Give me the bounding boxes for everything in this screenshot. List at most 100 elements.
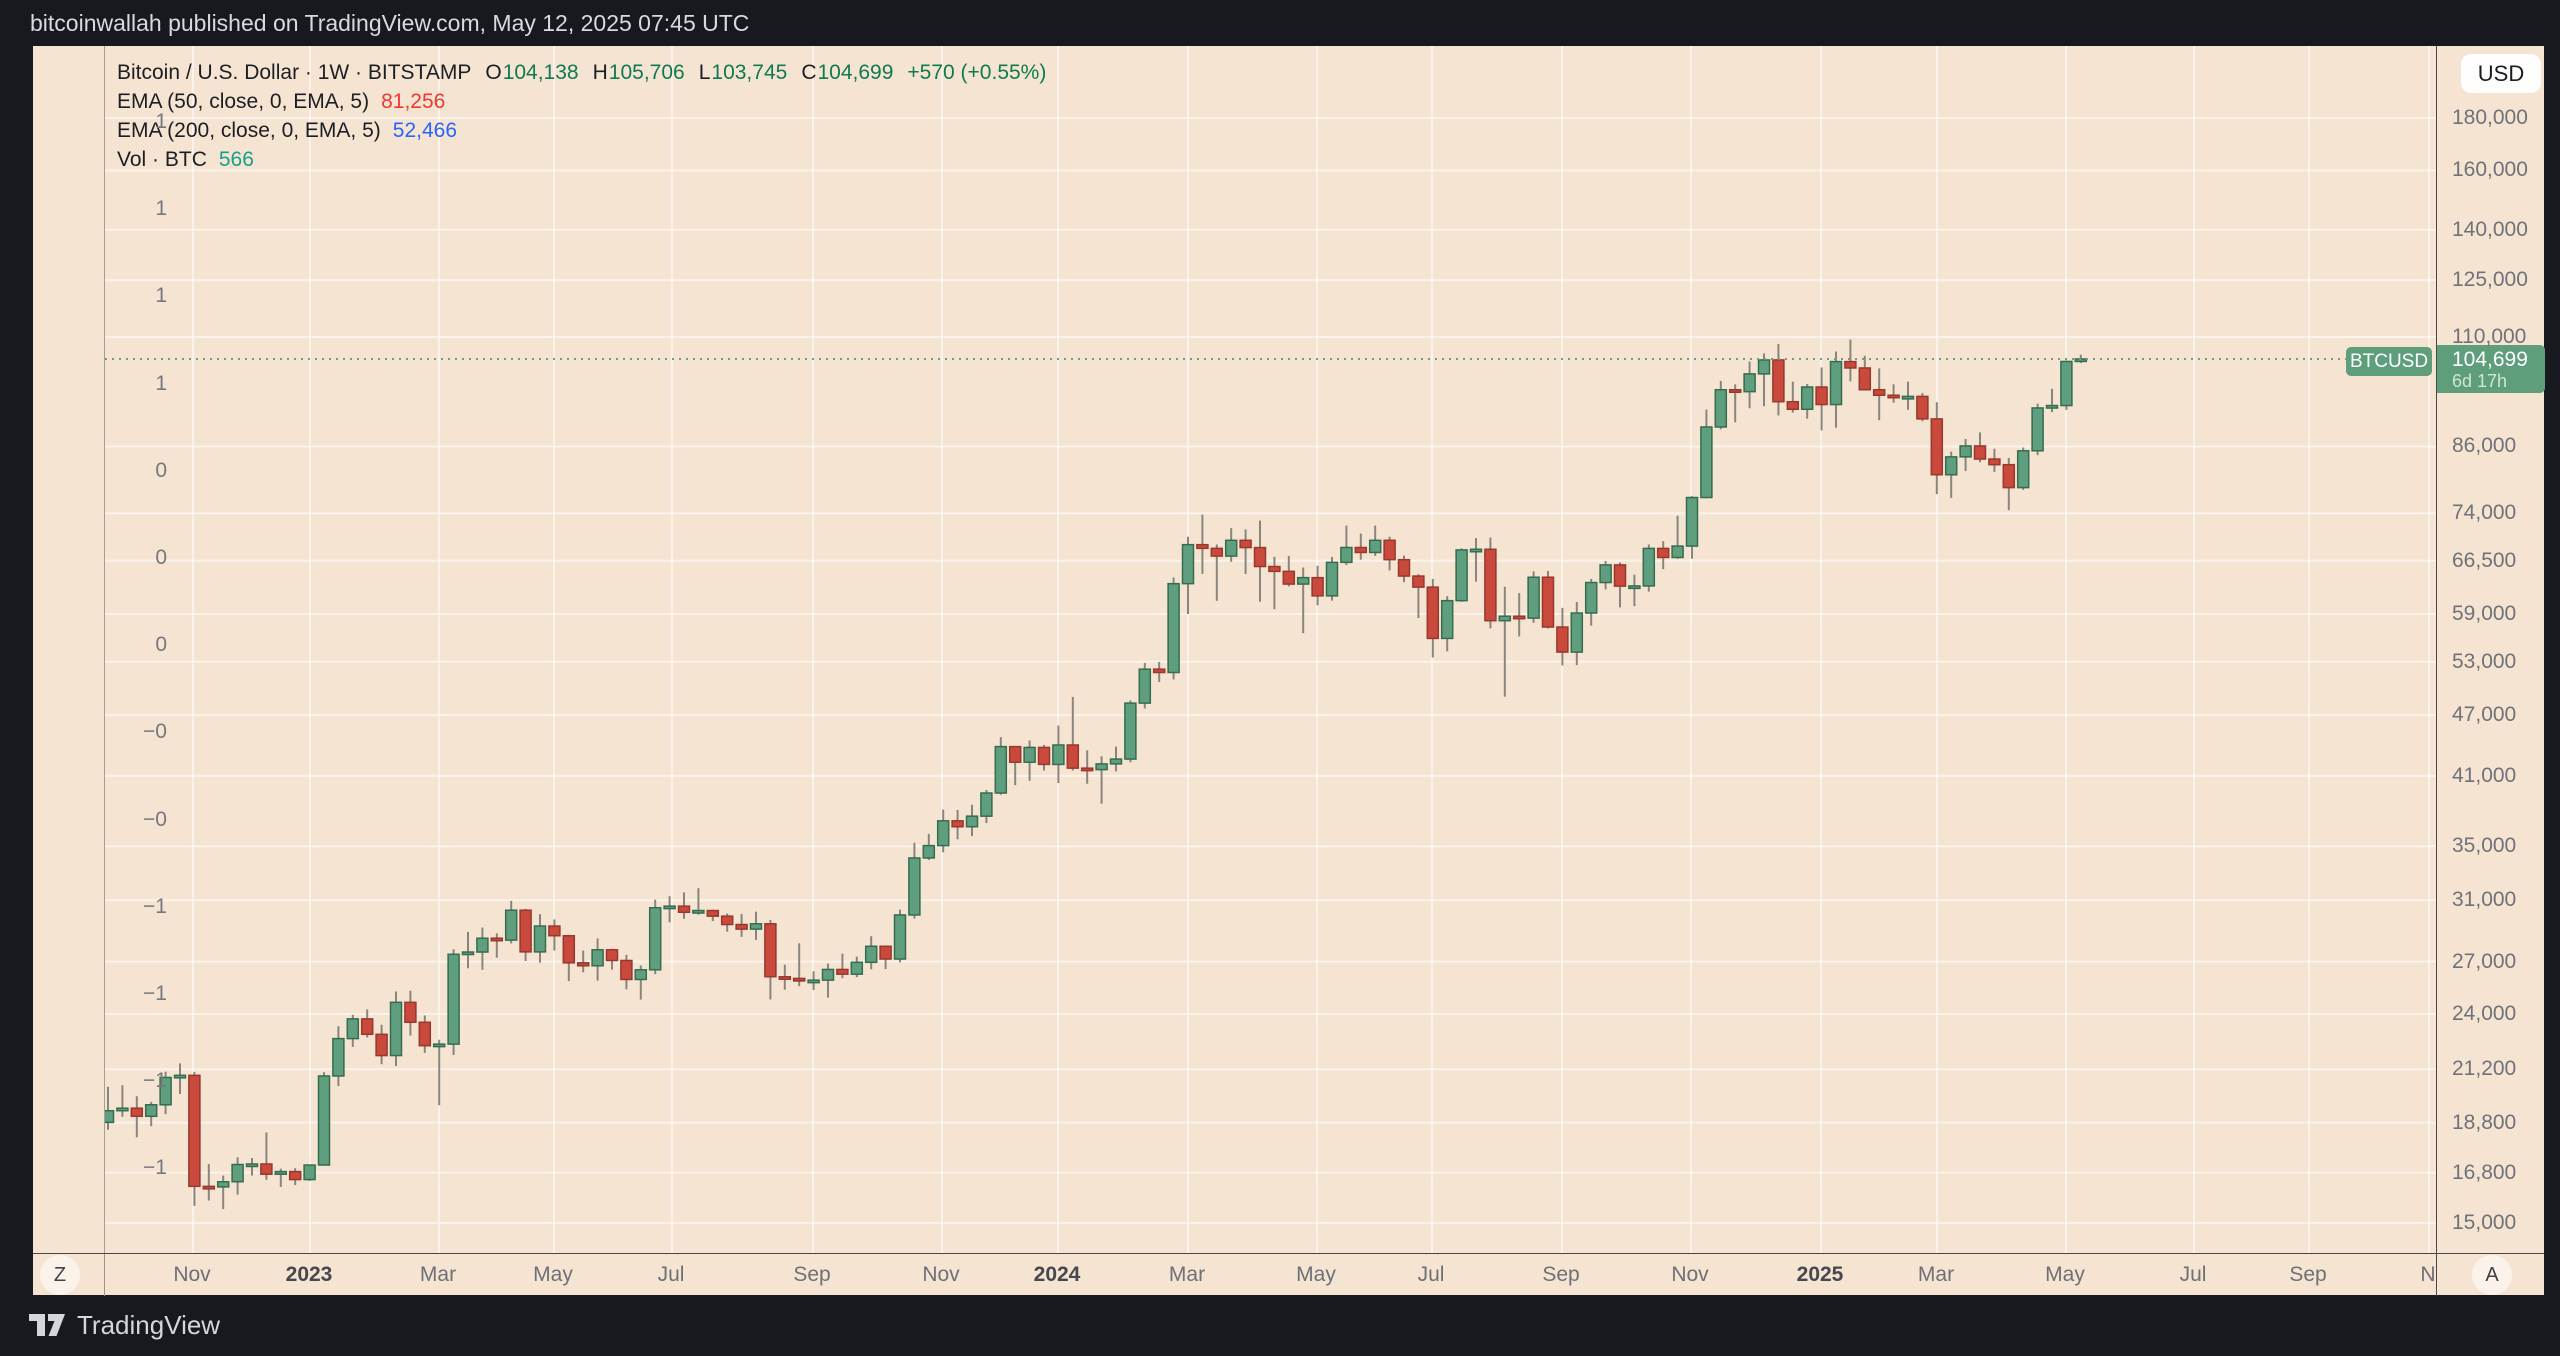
price-tick-label: 160,000: [2452, 158, 2528, 182]
time-axis[interactable]: Z A Nov 2023 Mar May Jul Sep Nov 2024 Mar May Jul S…: [33, 1253, 2544, 1296]
last-price-value: 104,699: [2452, 348, 2528, 371]
low-value: 103,745: [711, 61, 788, 84]
candlestick-chart[interactable]: [105, 46, 2437, 1253]
legend-ema200-row[interactable]: EMA (200, close, 0, EMA, 5) 52,466: [117, 116, 1046, 145]
time-tick-month-label: Sep: [1542, 1262, 1580, 1286]
tradingview-logo-icon[interactable]: [29, 1312, 65, 1340]
axis-divider-left: [104, 1254, 105, 1296]
candle-up: [346, 1018, 360, 1040]
left-scale-label: −1: [143, 982, 167, 1005]
candle-up: [1340, 546, 1353, 564]
candle-down: [879, 945, 892, 960]
candle-up: [303, 1164, 316, 1181]
candle-down: [418, 1021, 432, 1047]
candle-down: [1412, 575, 1425, 588]
candle-down: [360, 1018, 374, 1036]
price-tick-label: 140,000: [2452, 217, 2528, 241]
time-tick-year-label: 2025: [1796, 1262, 1844, 1286]
price-tick-label: 27,000: [2452, 949, 2517, 973]
left-scale-label: 0: [155, 546, 167, 569]
bar-countdown: 6d 17h: [2452, 371, 2508, 391]
chart-legend: Bitcoin / U.S. Dollar · 1W · BITSTAMP O10…: [117, 58, 1046, 174]
candle-up: [274, 1170, 288, 1175]
candle-down: [1872, 388, 1886, 396]
candle-up: [1944, 456, 1958, 476]
candle-up: [1642, 547, 1656, 587]
candle-up: [980, 792, 993, 817]
candle-up: [749, 923, 763, 930]
candle-down: [1397, 558, 1411, 577]
auto-scale-button[interactable]: A: [2472, 1255, 2512, 1295]
candle-down: [778, 975, 792, 980]
candle-down: [720, 915, 734, 926]
legend-volume-row[interactable]: Vol · BTC 566: [117, 145, 1046, 174]
price-tick-label: 21,200: [2452, 1057, 2517, 1081]
price-line-symbol-label: BTCUSD: [2346, 347, 2432, 376]
price-tick-label: 47,000: [2452, 703, 2517, 727]
candle-down: [288, 1170, 302, 1181]
candle-up: [936, 820, 950, 847]
price-tick-label: 15,000: [2452, 1211, 2517, 1235]
candle-up: [965, 815, 979, 828]
chart-panel: Bitcoin / U.S. Dollar · 1W · BITSTAMP O10…: [33, 46, 2545, 1296]
candle-up: [1138, 668, 1152, 704]
candle-down: [1282, 570, 1296, 585]
candle-up: [807, 979, 820, 984]
timezone-button[interactable]: Z: [40, 1255, 80, 1295]
price-tick-label: 110,000: [2452, 325, 2527, 348]
left-scale-label: 0: [155, 458, 167, 482]
price-plot[interactable]: Bitcoin / U.S. Dollar · 1W · BITSTAMP O10…: [104, 46, 2437, 1253]
time-tick-month-label: Nov: [1671, 1262, 1709, 1286]
candle-up: [447, 953, 460, 1045]
close-value: 104,699: [817, 61, 894, 84]
candle-up: [1052, 744, 1065, 766]
axis-divider-right: [2436, 1254, 2437, 1296]
price-axis[interactable]: USD 104,699 6d 17h 180,000 160,000 140,000…: [2436, 46, 2545, 1253]
candle-down: [1196, 543, 1209, 550]
candle-up: [1599, 564, 1612, 584]
candle-up: [1109, 758, 1123, 765]
time-tick-month-label: Mar: [419, 1262, 457, 1286]
candle-down: [375, 1033, 388, 1057]
time-tick-month-label: May: [533, 1262, 573, 1286]
candle-down: [548, 925, 561, 937]
candle-down: [1973, 445, 1987, 460]
candle-up: [1671, 545, 1684, 559]
candle-up: [2031, 407, 2044, 452]
candle-down: [1383, 539, 1396, 561]
candle-down: [1728, 388, 1742, 393]
price-tick-label: 59,000: [2452, 602, 2517, 626]
candle-down: [735, 923, 748, 930]
candle-up: [1124, 702, 1137, 760]
ema50-label: EMA (50, close, 0, EMA, 5): [117, 90, 370, 113]
candle-down: [1613, 564, 1627, 587]
legend-symbol-row[interactable]: Bitcoin / U.S. Dollar · 1W · BITSTAMP O10…: [117, 58, 1046, 87]
candle-up: [850, 961, 864, 975]
candle-down: [1253, 546, 1267, 568]
price-tick-label: 86,000: [2452, 434, 2517, 458]
tradingview-brand-text[interactable]: TradingView: [77, 1310, 221, 1340]
legend-ema50-row[interactable]: EMA (50, close, 0, EMA, 5) 81,256: [117, 87, 1046, 116]
candle-up: [1959, 445, 1972, 458]
left-scale-label: 1: [155, 197, 167, 221]
low-key: L: [698, 61, 711, 84]
price-tick-label: 125,000: [2452, 268, 2528, 292]
candle-up: [144, 1104, 158, 1118]
candle-down: [1066, 744, 1080, 769]
price-tick-label: 180,000: [2452, 106, 2528, 129]
candle-down: [490, 937, 504, 942]
candle-down: [1887, 394, 1900, 399]
time-tick-month-label: Sep: [2289, 1262, 2327, 1286]
candle-down: [1080, 767, 1094, 772]
candle-down: [1556, 626, 1569, 653]
change-value: +570 (+0.55%): [907, 61, 1047, 84]
left-scale[interactable]: 1 1 1 1 0 0 0 −0 −0 −1 −1 −1 −1: [105, 46, 176, 1253]
candle-down: [605, 949, 619, 962]
candle-up: [1584, 581, 1598, 614]
candle-up: [1829, 360, 1843, 406]
currency-button[interactable]: USD: [2461, 54, 2541, 93]
candle-down: [1988, 458, 2001, 466]
candle-down: [1844, 360, 1857, 369]
time-tick-month-label: Sep: [793, 1262, 831, 1286]
